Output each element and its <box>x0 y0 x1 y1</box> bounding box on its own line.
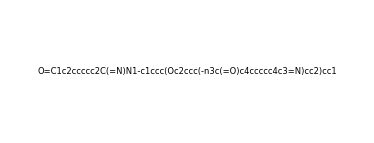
Text: O=C1c2ccccc2C(=N)N1-c1ccc(Oc2ccc(-n3c(=O)c4ccccc4c3=N)cc2)cc1: O=C1c2ccccc2C(=N)N1-c1ccc(Oc2ccc(-n3c(=O… <box>37 67 337 76</box>
